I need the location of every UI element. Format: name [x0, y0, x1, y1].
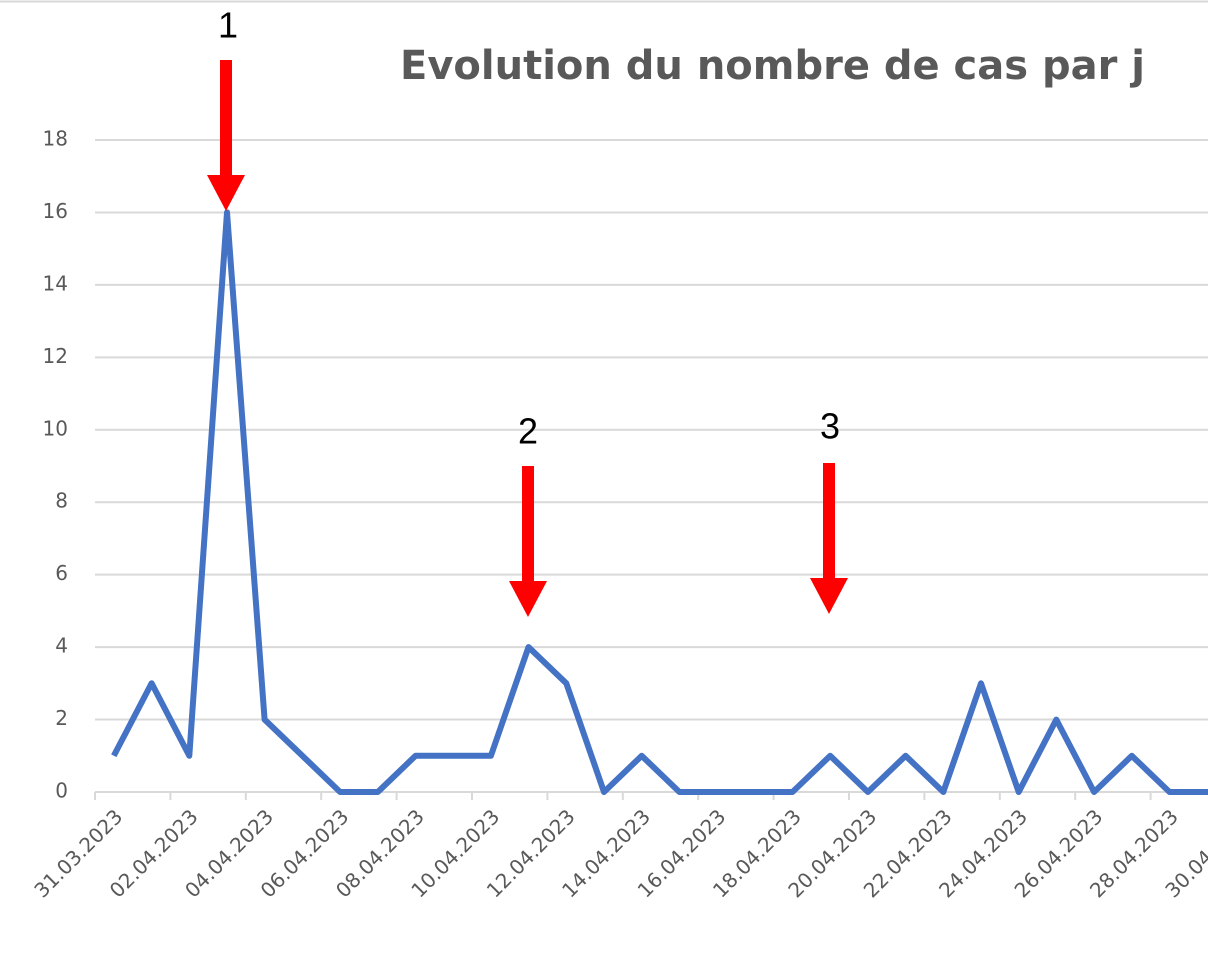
- arrow-shaft: [220, 60, 232, 178]
- arrow: 2: [509, 411, 547, 617]
- arrow-shaft: [823, 463, 835, 581]
- y-tick-label: 4: [55, 634, 68, 658]
- y-tick-label: 0: [55, 779, 68, 803]
- x-axis: 31.03.202302.04.202304.04.202306.04.2023…: [29, 791, 1208, 902]
- chart-title: Evolution du nombre de cas par j: [400, 43, 1145, 89]
- lines: [111, 209, 1208, 795]
- arrow-head: [509, 581, 547, 617]
- y-tick-label: 6: [55, 561, 68, 585]
- y-tick-label: 14: [43, 271, 68, 295]
- y-tick-label: 12: [43, 344, 68, 368]
- arrow-head: [207, 175, 245, 211]
- y-tick-label: 2: [55, 706, 68, 730]
- annotation-label: 3: [820, 406, 840, 447]
- annotation-label: 1: [218, 5, 238, 46]
- y-tick-label: 10: [43, 416, 68, 440]
- arrow-head: [810, 578, 848, 614]
- y-tick-label: 8: [55, 489, 68, 513]
- arrow: 1: [207, 5, 245, 211]
- y-tick-label: 18: [43, 127, 68, 151]
- y-tick-label: 16: [43, 199, 68, 223]
- annotation-label: 2: [518, 411, 538, 452]
- arrow-shaft: [522, 466, 534, 584]
- data-line: [111, 209, 1208, 795]
- arrow: 3: [810, 406, 848, 614]
- grid: 0 2 4 6 8 10 12 14 16 18: [43, 127, 1208, 803]
